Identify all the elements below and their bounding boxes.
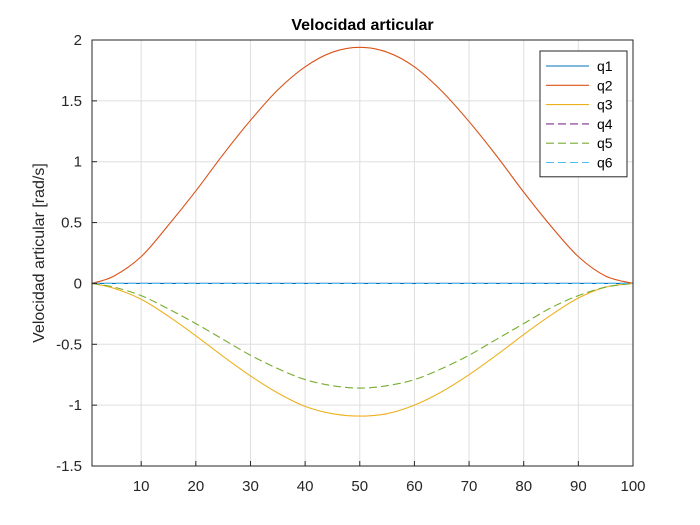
chart-title: Velocidad articular [291,17,433,34]
legend: q1 q2 q3 q4 q5 q6 [539,50,628,178]
legend-label-q4: q4 [597,116,613,132]
series-line-q3 [91,282,634,417]
y-tick-label: 2 [74,32,82,49]
y-axis-ticks: -1.5 -1 -0.5 0 0.5 1 1.5 2 [56,32,97,475]
legend-label-q6: q6 [597,155,613,171]
x-tick-label: 100 [620,478,645,495]
y-tick-label: 0.5 [61,215,82,232]
plot-lines [91,46,634,417]
x-tick-label: 40 [297,478,314,495]
y-axis-label: Velocidad articular [rad/s] [31,163,48,343]
x-tick-label: 90 [570,478,587,495]
legend-label-q5: q5 [597,135,613,151]
legend-label-q3: q3 [597,97,613,113]
y-tick-label: 1.5 [61,93,82,110]
x-tick-label: 50 [351,478,368,495]
x-tick-label: 70 [461,478,478,495]
series-line-q5 [91,282,634,389]
x-tick-label: 20 [187,478,204,495]
x-tick-label: 60 [406,478,423,495]
y-tick-label: 1 [74,154,82,171]
x-tick-label: 30 [242,478,259,495]
y-tick-label: 0 [74,275,82,292]
plot-frame [91,39,634,467]
x-tick-label: 80 [515,478,532,495]
legend-box [539,50,628,178]
x-tick-label: 10 [133,478,150,495]
y-tick-label: -1 [69,397,82,414]
legend-label-q1: q1 [597,58,613,74]
y-tick-label: -1.5 [56,458,82,475]
y-tick-label: -0.5 [56,336,82,353]
x-axis-ticks: 10 20 30 40 50 60 70 80 90 100 [133,461,646,495]
series-line-q2 [91,46,634,284]
legend-label-q2: q2 [597,77,613,93]
